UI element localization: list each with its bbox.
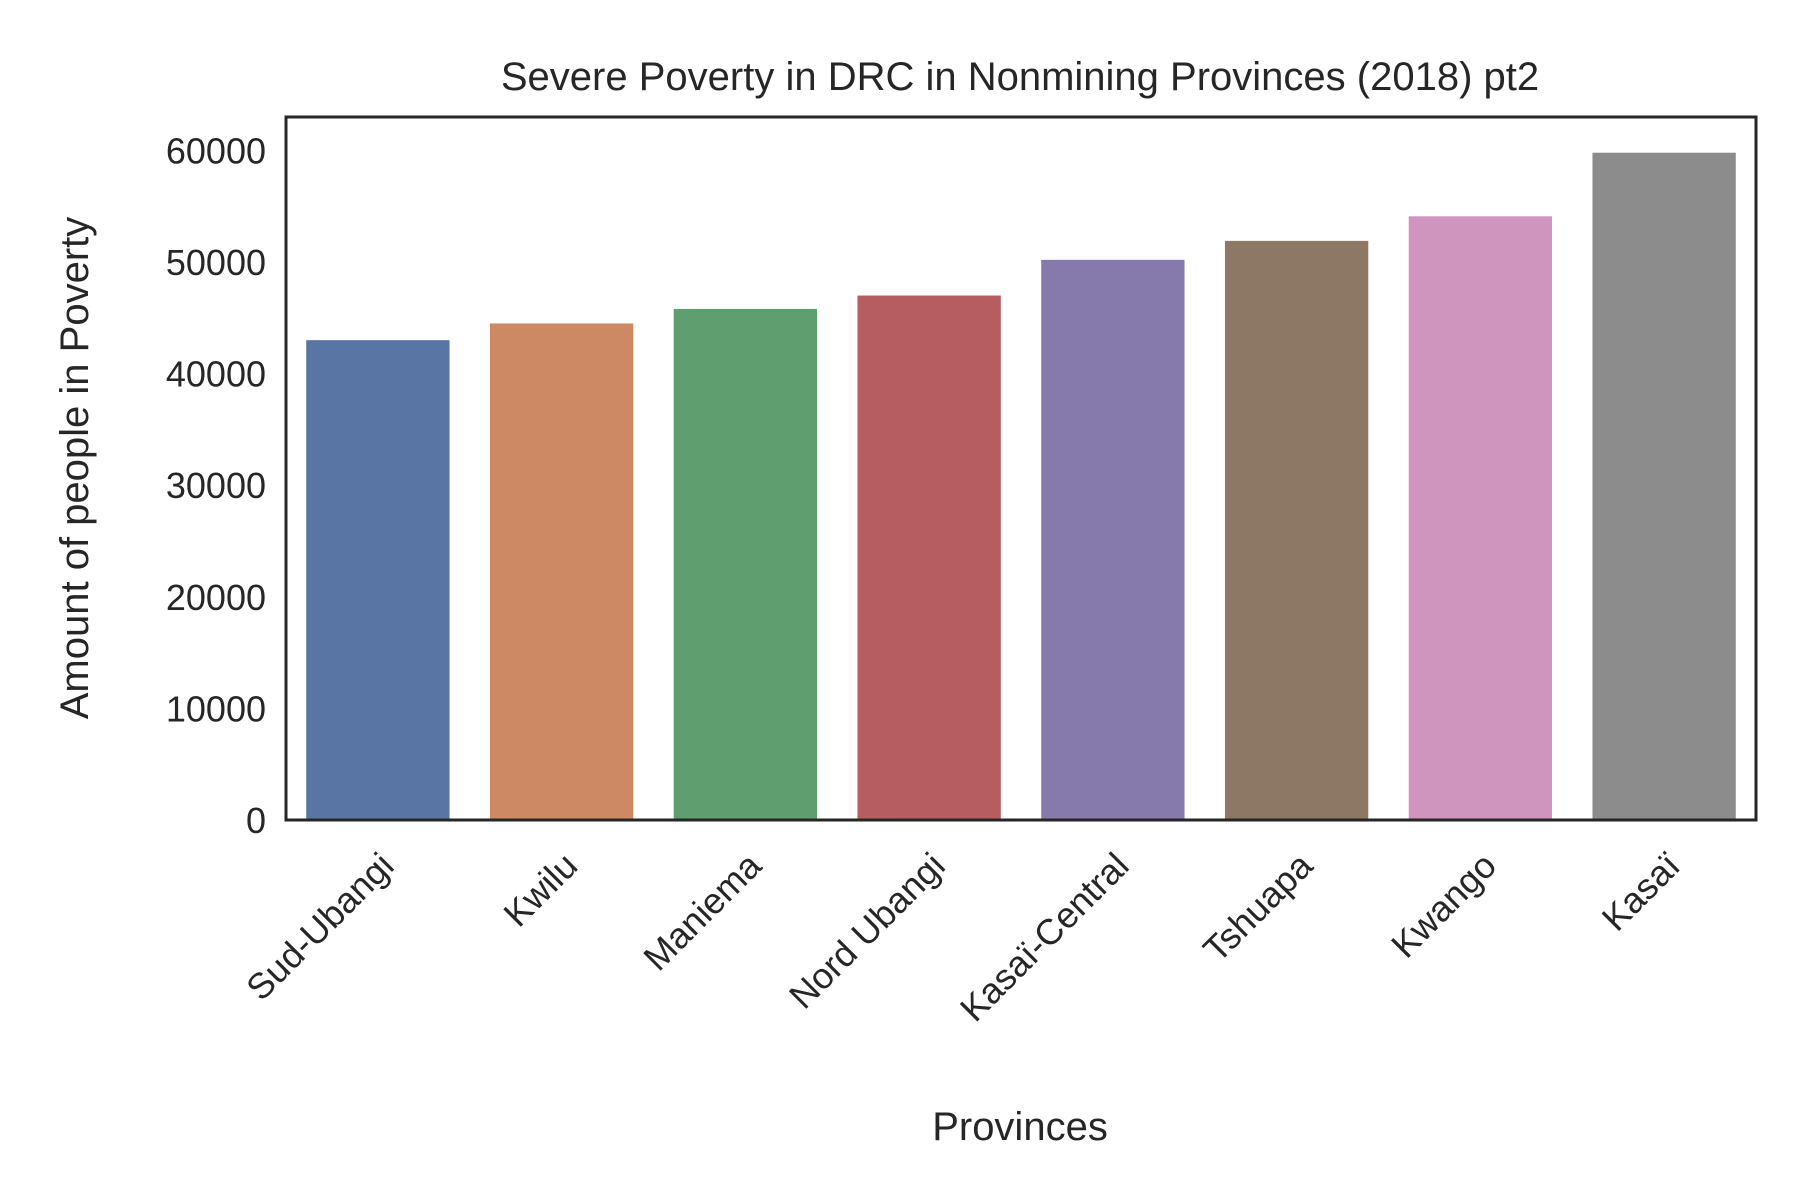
y-axis-ticks: 0 10000 20000 30000 40000 50000 60000 bbox=[166, 130, 266, 841]
plot-frame bbox=[284, 115, 1758, 822]
y-axis-label: Amount of people in Poverty bbox=[53, 217, 97, 720]
bar-maniema bbox=[673, 308, 818, 820]
bar-kasa- bbox=[1592, 152, 1736, 820]
y-tick-label: 30000 bbox=[166, 465, 266, 506]
bar-tshuapa bbox=[1224, 240, 1369, 820]
y-tick-label: 20000 bbox=[166, 577, 266, 618]
bars-layer bbox=[306, 152, 1736, 821]
x-tick-label: Tshuapa bbox=[1195, 844, 1321, 970]
bar-nord-ubangi bbox=[857, 295, 1001, 820]
y-tick-label: 40000 bbox=[166, 354, 266, 395]
y-tick-label: 60000 bbox=[166, 130, 266, 171]
bar-sud-ubangi bbox=[306, 340, 450, 820]
x-axis-ticks: Sud-Ubangi Kwilu Maniema Nord Ubangi Kasaï-C… bbox=[238, 844, 1688, 1029]
bar-kwango bbox=[1408, 216, 1553, 821]
x-tick-label: Maniema bbox=[635, 844, 769, 978]
x-axis-label: Provinces bbox=[932, 1105, 1108, 1149]
x-tick-label: Kwango bbox=[1383, 845, 1504, 966]
y-tick-label: 50000 bbox=[166, 242, 266, 283]
bar-kasa-central bbox=[1041, 259, 1185, 820]
x-tick-label: Nord Ubangi bbox=[781, 845, 953, 1017]
y-tick-label: 0 bbox=[246, 800, 266, 841]
x-tick-label: Kwilu bbox=[495, 845, 585, 935]
x-tick-label: Kasaï bbox=[1594, 845, 1688, 939]
bar-kwilu bbox=[489, 323, 634, 820]
x-tick-label: Kasaï-Central bbox=[952, 845, 1137, 1030]
x-tick-label: Sud-Ubangi bbox=[238, 845, 401, 1008]
y-tick-label: 10000 bbox=[166, 688, 266, 729]
chart-title: Severe Poverty in DRC in Nonmining Provi… bbox=[501, 55, 1539, 99]
